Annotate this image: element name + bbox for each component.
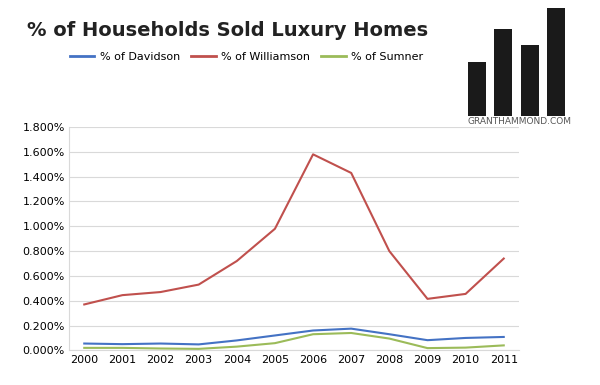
Bar [521, 45, 539, 116]
Bar [547, 8, 565, 115]
Bar [468, 62, 486, 116]
Bar [494, 29, 512, 116]
Legend: % of Davidson, % of Williamson, % of Sumner: % of Davidson, % of Williamson, % of Sum… [65, 48, 428, 67]
Text: GRANTHAMMOND.COM: GRANTHAMMOND.COM [467, 117, 571, 126]
Text: % of Households Sold Luxury Homes: % of Households Sold Luxury Homes [28, 21, 428, 40]
